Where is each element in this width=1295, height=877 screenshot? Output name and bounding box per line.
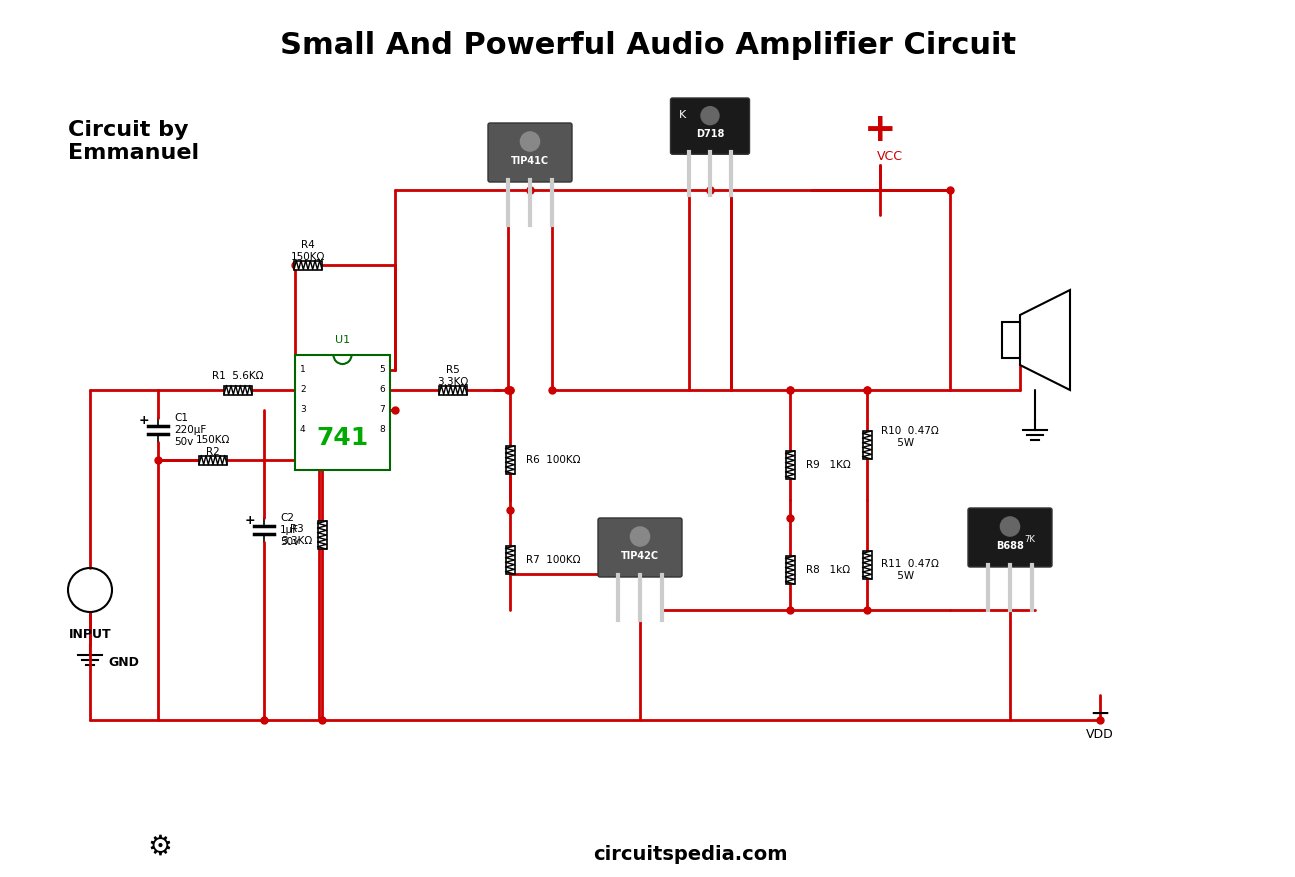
Text: C2
1μF
50v: C2 1μF 50v [280,513,299,546]
Text: R11  0.47Ω
     5W: R11 0.47Ω 5W [881,560,939,581]
Text: +: + [864,111,896,149]
Text: 741: 741 [316,426,369,450]
Text: TIP41C: TIP41C [512,156,549,166]
Bar [317,521,326,549]
Circle shape [701,107,719,125]
Circle shape [521,132,540,151]
Text: GND: GND [107,655,139,668]
Text: 7K: 7K [1024,536,1036,545]
Bar [295,355,390,470]
Text: ─: ─ [1093,703,1107,727]
Text: ⚙: ⚙ [148,833,172,861]
FancyBboxPatch shape [598,518,682,577]
Text: R4
150KΩ: R4 150KΩ [291,240,325,262]
Text: R1  5.6KΩ: R1 5.6KΩ [212,371,264,381]
Text: B688: B688 [996,541,1024,551]
Text: R9   1KΩ: R9 1KΩ [805,460,851,470]
Text: 6: 6 [379,386,385,395]
Text: R3
3.3KΩ: R3 3.3KΩ [281,524,312,545]
Text: R5
3.3KΩ: R5 3.3KΩ [438,365,469,387]
Text: R10  0.47Ω
     5W: R10 0.47Ω 5W [881,426,939,448]
Text: C1
220μF
50v: C1 220μF 50v [174,413,206,446]
Bar [786,451,795,479]
Text: +: + [245,514,255,526]
Text: VDD: VDD [1087,729,1114,741]
Text: K: K [679,110,685,120]
Text: 5: 5 [379,366,385,374]
Text: 2: 2 [300,386,306,395]
Text: 4: 4 [300,425,306,434]
Bar [1002,322,1020,358]
Text: D718: D718 [695,129,724,139]
Circle shape [1001,517,1019,536]
Text: Small And Powerful Audio Amplifier Circuit: Small And Powerful Audio Amplifier Circu… [280,31,1017,60]
Text: 150KΩ
R2: 150KΩ R2 [196,435,231,457]
Bar [505,446,514,474]
Text: R7  100KΩ: R7 100KΩ [526,555,580,565]
Text: R8   1kΩ: R8 1kΩ [805,565,850,575]
Text: 1: 1 [300,366,306,374]
Bar [786,556,795,584]
Bar [439,386,467,395]
Bar [862,431,872,459]
Text: TIP42C: TIP42C [620,551,659,560]
Text: circuitspedia.com: circuitspedia.com [593,845,787,865]
Bar [199,455,227,465]
FancyBboxPatch shape [967,508,1052,567]
Text: 3: 3 [300,405,306,415]
Text: 8: 8 [379,425,385,434]
Text: R6  100KΩ: R6 100KΩ [526,455,580,465]
Bar [294,260,322,269]
Text: U1: U1 [335,335,350,345]
Bar [224,386,253,395]
Text: Circuit by
Emmanuel: Circuit by Emmanuel [69,120,199,163]
Text: INPUT: INPUT [69,628,111,641]
Circle shape [631,527,650,546]
FancyBboxPatch shape [488,123,572,182]
Text: VCC: VCC [877,151,903,163]
Bar [505,546,514,574]
Text: 7: 7 [379,405,385,415]
Text: +: + [139,413,149,426]
FancyBboxPatch shape [671,98,750,154]
Bar [862,551,872,579]
Polygon shape [1020,290,1070,390]
